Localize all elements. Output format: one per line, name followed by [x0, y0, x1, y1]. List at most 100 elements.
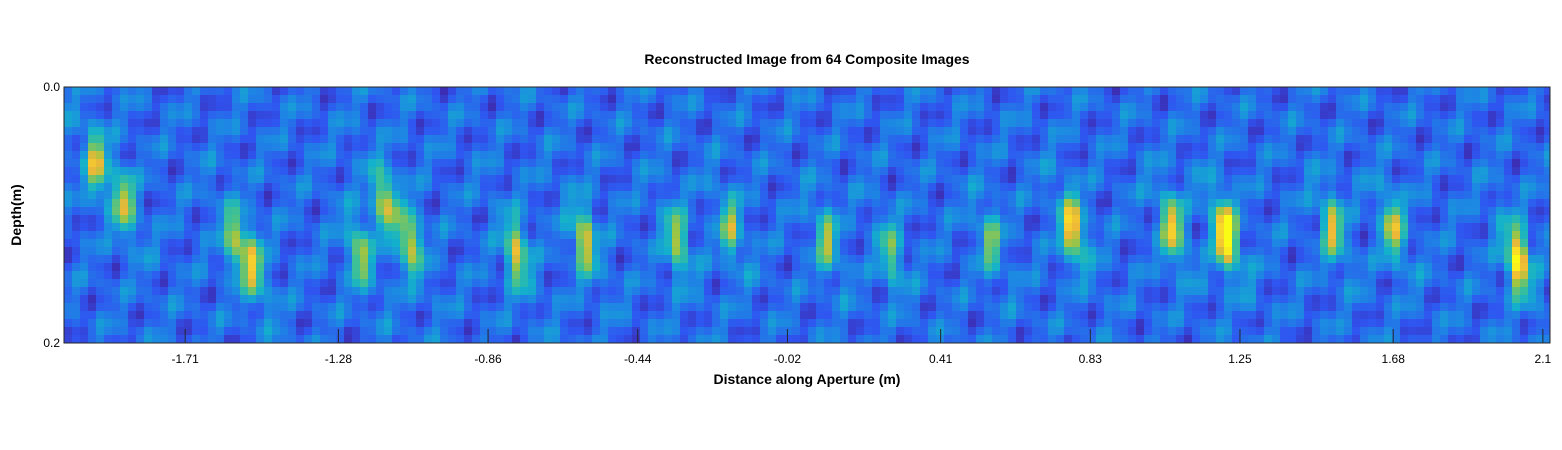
heatmap-cell — [144, 87, 153, 96]
heatmap-cell — [368, 183, 377, 192]
heatmap-cell — [168, 239, 177, 248]
heatmap-cell — [1384, 231, 1393, 240]
heatmap-cell — [1144, 239, 1153, 248]
heatmap-cell — [208, 223, 217, 232]
heatmap-cell — [968, 215, 977, 224]
heatmap-cell — [344, 119, 353, 128]
heatmap-cell — [848, 231, 857, 240]
heatmap-cell — [1296, 215, 1305, 224]
heatmap-cell — [1120, 239, 1129, 248]
heatmap-cell — [224, 231, 233, 240]
heatmap-cell — [368, 159, 377, 168]
heatmap-cell — [328, 95, 337, 104]
heatmap-cell — [536, 151, 545, 160]
heatmap-cell — [640, 135, 649, 144]
heatmap-cell — [1304, 159, 1313, 168]
heatmap-cell — [1056, 143, 1065, 152]
heatmap-cell — [160, 215, 169, 224]
heatmap-cell — [1376, 231, 1385, 240]
heatmap-cell — [1400, 95, 1409, 104]
heatmap-cell — [368, 263, 377, 272]
heatmap-cell — [312, 159, 321, 168]
heatmap-cell — [1344, 255, 1353, 264]
heatmap-cell — [80, 239, 89, 248]
heatmap-cell — [520, 255, 529, 264]
heatmap-cell — [1048, 103, 1057, 112]
heatmap-cell — [1216, 119, 1225, 128]
heatmap-cell — [912, 231, 921, 240]
heatmap-cell — [464, 87, 473, 96]
heatmap-cell — [624, 223, 633, 232]
heatmap-cell — [576, 111, 585, 120]
heatmap-cell — [648, 215, 657, 224]
heatmap-cell — [1240, 263, 1249, 272]
heatmap-cell — [1312, 143, 1321, 152]
heatmap-cell — [368, 231, 377, 240]
heatmap-cell — [1104, 87, 1113, 96]
heatmap-cell — [976, 199, 985, 208]
heatmap-cell — [568, 239, 577, 248]
heatmap-cell — [1328, 183, 1337, 192]
heatmap-cell — [376, 223, 385, 232]
heatmap-cell — [1064, 135, 1073, 144]
heatmap-cell — [504, 247, 513, 256]
heatmap-cell — [1480, 271, 1489, 280]
heatmap-cell — [1448, 215, 1457, 224]
heatmap-cell — [1280, 207, 1289, 216]
heatmap-cell — [384, 271, 393, 280]
heatmap-cell — [256, 135, 265, 144]
heatmap-cell — [1448, 223, 1457, 232]
heatmap-cell — [1432, 287, 1441, 296]
heatmap-cell — [296, 287, 305, 296]
heatmap-cell — [480, 271, 489, 280]
heatmap-cell — [1000, 287, 1009, 296]
heatmap-cell — [728, 231, 737, 240]
heatmap-cell — [1176, 231, 1185, 240]
heatmap-cell — [208, 191, 217, 200]
heatmap-cell — [1064, 111, 1073, 120]
heatmap-cell — [272, 151, 281, 160]
heatmap-cell — [1256, 247, 1265, 256]
heatmap-cell — [600, 151, 609, 160]
heatmap-cell — [1168, 127, 1177, 136]
heatmap-cell — [280, 263, 289, 272]
heatmap-cell — [1392, 207, 1401, 216]
heatmap-cell — [592, 199, 601, 208]
heatmap-cell — [784, 207, 793, 216]
heatmap-cell — [1096, 119, 1105, 128]
heatmap-cell — [776, 183, 785, 192]
heatmap-cell — [880, 199, 889, 208]
heatmap-cell — [792, 103, 801, 112]
heatmap-cell — [1336, 135, 1345, 144]
heatmap-cell — [80, 175, 89, 184]
heatmap-cell — [1296, 263, 1305, 272]
heatmap-cell — [624, 95, 633, 104]
heatmap-cell — [480, 95, 489, 104]
heatmap-cell — [1248, 175, 1257, 184]
heatmap-cell — [1480, 167, 1489, 176]
heatmap-cell — [832, 207, 841, 216]
heatmap-cell — [88, 143, 97, 152]
heatmap-cell — [1048, 247, 1057, 256]
heatmap-cell — [1440, 215, 1449, 224]
heatmap-cell — [392, 119, 401, 128]
heatmap-cell — [760, 191, 769, 200]
heatmap-cell — [184, 247, 193, 256]
heatmap-cell — [584, 95, 593, 104]
heatmap-cell — [400, 135, 409, 144]
heatmap-cell — [992, 223, 1001, 232]
heatmap-cell — [1088, 295, 1097, 304]
heatmap-cell — [1280, 183, 1289, 192]
heatmap-cell — [1448, 87, 1457, 96]
heatmap-cell — [1392, 135, 1401, 144]
heatmap-cell — [880, 87, 889, 96]
heatmap-cell — [504, 191, 513, 200]
heatmap-cell — [304, 95, 313, 104]
heatmap-cell — [1520, 95, 1529, 104]
heatmap-cell — [656, 135, 665, 144]
heatmap-cell — [1080, 279, 1089, 288]
heatmap-cell — [296, 239, 305, 248]
heatmap-cell — [408, 191, 417, 200]
heatmap-cell — [768, 215, 777, 224]
heatmap-cell — [384, 167, 393, 176]
